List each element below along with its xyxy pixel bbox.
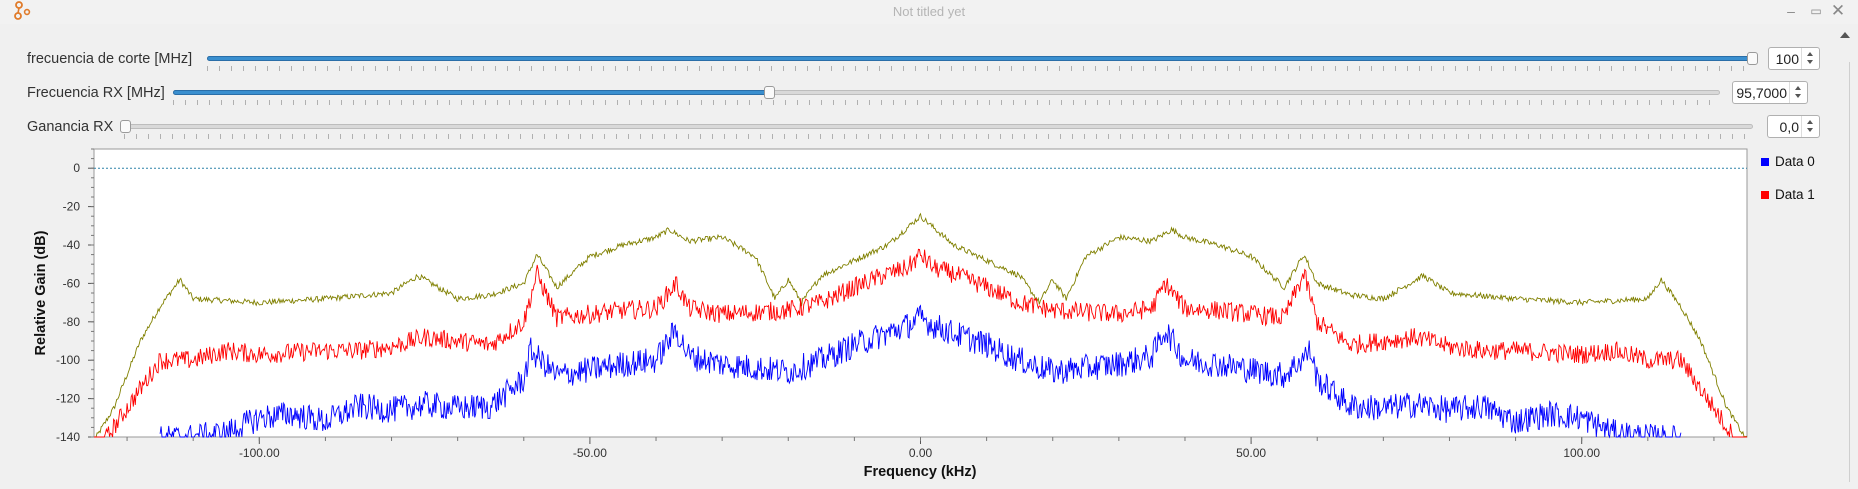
slider-fill: [207, 56, 1752, 61]
y-tick-label: -100: [56, 353, 80, 367]
legend-label-data1: Data 1: [1775, 187, 1815, 202]
window-title: Not titled yet: [892, 4, 966, 19]
y-tick-label: -120: [56, 392, 80, 406]
maximize-button[interactable]: ▭: [1810, 4, 1822, 18]
cutoff-value[interactable]: 100: [1775, 51, 1799, 67]
series-line-data0: [159, 304, 1682, 439]
y-tick-label: -20: [63, 200, 81, 214]
legend: Data 0 Data 1: [1761, 154, 1815, 202]
spin-down-icon[interactable]: [1795, 94, 1801, 98]
slider-fill: [173, 90, 769, 95]
rx-freq-spinbox[interactable]: 95,7000: [1732, 81, 1808, 104]
cutoff-label: frecuencia de corte [MHz]: [27, 51, 193, 67]
frequency-sink-plot[interactable]: 0 -20 -40 -60 -80 -100 -120 -140 -100.00 -50.00 0.…: [0, 146, 1835, 489]
plot-canvas: [93, 148, 1748, 438]
slider-handle[interactable]: [763, 86, 775, 99]
y-axis-label: Relative Gain (dB): [33, 230, 49, 355]
slider-ticks: [173, 100, 1720, 105]
slider-groove: [124, 124, 1753, 129]
rx-freq-label: Frecuencia RX [MHz]: [27, 85, 165, 101]
spin-up-icon[interactable]: [1807, 52, 1813, 56]
cutoff-slider[interactable]: [207, 52, 1758, 71]
legend-label-data0: Data 0: [1775, 154, 1815, 169]
cutoff-spinbox[interactable]: 100: [1768, 47, 1820, 70]
slider-handle[interactable]: [120, 120, 131, 133]
x-tick-label: 100.00: [1563, 446, 1600, 460]
rx-freq-value[interactable]: 95,7000: [1736, 85, 1787, 101]
y-tick-label: -60: [63, 276, 81, 290]
x-axis-label: Frequency (kHz): [864, 464, 977, 480]
y-tick-label: -140: [56, 430, 80, 444]
legend-swatch-data0: [1761, 158, 1769, 166]
y-tick-label: -80: [63, 315, 81, 329]
spin-arrows[interactable]: [1801, 116, 1819, 137]
rx-gain-slider[interactable]: [120, 120, 1753, 139]
vertical-scrollbar[interactable]: [1835, 26, 1857, 489]
slider-ticks: [207, 66, 1752, 71]
close-button[interactable]: ✕: [1830, 1, 1846, 20]
slider-ticks: [124, 134, 1753, 139]
spin-arrows[interactable]: [1789, 82, 1807, 103]
spin-down-icon[interactable]: [1807, 128, 1813, 132]
series-line-trace3: [94, 212, 1748, 438]
spectrum-chart[interactable]: 0 -20 -40 -60 -80 -100 -120 -140 -100.00 -50.00 0.…: [0, 146, 1835, 489]
rx-freq-slider[interactable]: [173, 86, 1720, 105]
x-tick-label: 50.00: [1236, 446, 1266, 460]
control-row-cutoff: frecuencia de corte [MHz] 100: [0, 45, 1830, 73]
x-tick-label: 0.00: [909, 446, 933, 460]
title-bar: Not titled yet – ▭ ✕: [0, 0, 1858, 24]
gnuradio-app-icon: [14, 1, 31, 20]
x-tick-label: -50.00: [573, 446, 607, 460]
scrollbar-track[interactable]: [1849, 62, 1850, 482]
control-row-rx-freq: Frecuencia RX [MHz] 95,7000: [0, 79, 1830, 107]
rx-gain-spinbox[interactable]: 0,0: [1767, 115, 1820, 138]
x-tick-label: -100.00: [239, 446, 280, 460]
y-tick-label: 0: [73, 161, 80, 175]
y-tick-label: -40: [63, 238, 81, 252]
slider-handle[interactable]: [1747, 52, 1758, 65]
spin-arrows[interactable]: [1801, 48, 1819, 69]
control-row-rx-gain: Ganancia RX 0,0: [0, 113, 1830, 141]
rx-gain-value[interactable]: 0,0: [1779, 119, 1799, 135]
legend-swatch-data1: [1761, 191, 1769, 199]
scroll-up-arrow-icon[interactable]: [1840, 32, 1850, 38]
spin-up-icon[interactable]: [1795, 86, 1801, 90]
spin-up-icon[interactable]: [1807, 120, 1813, 124]
minimize-button[interactable]: –: [1787, 3, 1795, 19]
spin-down-icon[interactable]: [1807, 60, 1813, 64]
rx-gain-label: Ganancia RX: [27, 119, 114, 135]
series-line-data1: [94, 248, 1747, 438]
